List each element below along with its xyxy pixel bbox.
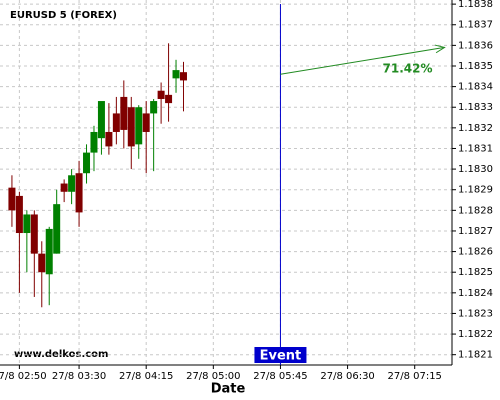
arrow-label: 71.42%: [383, 61, 433, 75]
candle-body: [172, 70, 180, 79]
candle-body: [142, 113, 150, 132]
y-tick-label: 1.1827: [458, 226, 493, 237]
event-label: Event: [260, 349, 302, 364]
candle-body: [97, 101, 105, 139]
candle-body: [45, 228, 53, 275]
candle-body: [105, 131, 113, 147]
y-tick-label: 1.1831: [458, 143, 493, 154]
y-tick-label: 1.1826: [458, 247, 493, 258]
arrow: [280, 46, 445, 75]
y-tick-label: 1.1836: [458, 40, 493, 51]
x-tick-label: 27/8 05:00: [186, 371, 240, 382]
candle-body: [135, 107, 143, 145]
candle-body: [53, 204, 61, 254]
candle-body: [23, 214, 31, 234]
x-tick-label: 27/8 02:50: [0, 371, 47, 382]
candle-body: [68, 175, 76, 192]
x-tick-label: 27/8 07:15: [387, 371, 441, 382]
x-tick-label: 27/8 03:30: [52, 371, 106, 382]
candle-body: [179, 72, 187, 81]
candle-body: [75, 173, 83, 213]
x-tick-label: 27/8 04:15: [119, 371, 173, 382]
candle-body: [112, 113, 120, 132]
y-tick-label: 1.1828: [458, 205, 493, 216]
x-axis-label: Date: [211, 382, 246, 397]
y-tick-label: 1.1837: [458, 20, 493, 31]
candle-body: [157, 90, 165, 99]
y-tick-label: 1.1834: [458, 82, 493, 93]
candle-body: [120, 96, 128, 130]
event-badge: [254, 347, 307, 363]
candle-body: [83, 152, 91, 174]
y-tick-label: 1.1829: [458, 185, 493, 196]
x-tick-label: 27/8 05:45: [253, 371, 307, 382]
candle-body: [38, 253, 46, 273]
candle-body: [90, 131, 98, 153]
candle-body: [165, 94, 173, 104]
y-tick-label: 1.1835: [458, 61, 493, 72]
y-tick-label: 1.1833: [458, 102, 493, 113]
y-tick-label: 1.1824: [458, 288, 493, 299]
y-tick-label: 1.1830: [458, 164, 493, 175]
candle-body: [8, 187, 16, 211]
chart-title: EURUSD 5 (FOREX): [10, 10, 117, 21]
y-tick-label: 1.1821: [458, 350, 493, 361]
candle-body: [127, 107, 135, 147]
y-tick-label: 1.1822: [458, 329, 493, 340]
y-tick-label: 1.1823: [458, 308, 493, 319]
y-tick-label: 1.1832: [458, 123, 493, 134]
candle-body: [30, 214, 38, 254]
candle-body: [150, 101, 158, 114]
y-tick-label: 1.1838: [458, 0, 493, 10]
x-tick-label: 27/8 06:30: [320, 371, 374, 382]
arrow-head: [434, 44, 446, 54]
candle-body: [60, 183, 68, 192]
candle-body: [15, 195, 23, 234]
y-tick-label: 1.1825: [458, 267, 493, 278]
